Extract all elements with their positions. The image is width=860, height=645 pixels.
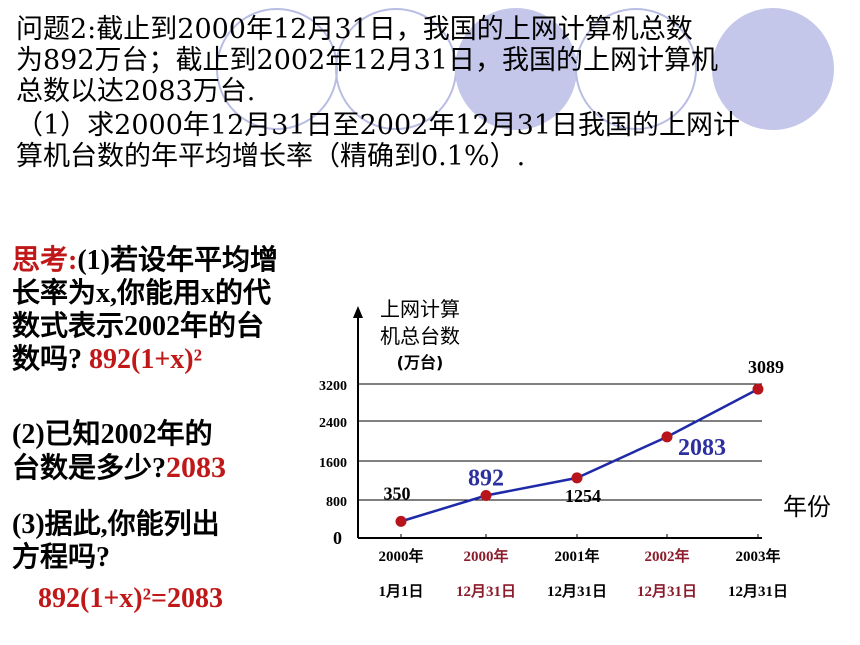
thinking-q3: (3)据此,你能列出 方程吗? 892(1+x)²=2083 (12, 508, 312, 615)
x-tick-label: 12月31日 (456, 583, 516, 600)
answer-expression: 892(1+x)² (89, 344, 203, 375)
question-line: （1）求2000年12月31日至2002年12月31日我国的上网计 (16, 110, 741, 141)
x-tick-label: 2001年 (554, 547, 599, 565)
decorative-circle (712, 8, 834, 130)
thinking-text: 台数是多少? (12, 453, 167, 484)
decorative-circle (575, 8, 697, 130)
thinking-text: (3)据此,你能列出 (12, 509, 220, 540)
x-tick-label: 2000年 (378, 547, 423, 565)
y-axis-arrow (353, 306, 363, 318)
x-tick-label: 2000年 (463, 547, 508, 565)
y-tick-label: 0 (333, 528, 342, 548)
y-axis-label: 上网计算 (380, 297, 460, 321)
thinking-text: (1)若设年平均增 (77, 245, 278, 276)
problem-line: 问题2:截止到2000年12月31日，我国的上网计算机总数 (16, 14, 693, 45)
problem-text: 问题2:截止到2000年12月31日，我国的上网计算机总数 为892万台；截止到… (16, 14, 846, 172)
y-axis-label: 机总台数 (380, 324, 460, 348)
data-label: 350 (384, 483, 411, 503)
data-label: 2083 (678, 435, 726, 461)
thinking-text: 长率为x,你能用x的代 (12, 278, 272, 309)
answer-value: 2083 (166, 451, 227, 484)
x-tick-label: 12月31日 (547, 583, 607, 600)
answer-equation: 892(1+x)²=2083 (38, 583, 223, 614)
y-tick-label: 1600 (319, 456, 347, 471)
data-point (752, 383, 764, 395)
y-tick-label: 3200 (319, 379, 347, 394)
thinking-text: (2)已知2002年的 (12, 419, 213, 450)
data-point (661, 431, 673, 443)
problem-line: 为892万台；截止到2002年12月31日，我国的上网计算机 (16, 45, 718, 76)
y-tick-label: 800 (326, 495, 347, 510)
thinking-q1: 思考:(1)若设年平均增 长率为x,你能用x的代 数式表示2002年的台 数吗?… (12, 244, 342, 376)
x-axis-label: 年份 (783, 493, 831, 521)
data-label: 3089 (748, 357, 784, 377)
thinking-q2: (2)已知2002年的 台数是多少?2083 (12, 418, 312, 485)
data-label: 892 (468, 466, 504, 492)
data-point (395, 515, 407, 527)
thinking-text: 数吗? (12, 344, 83, 375)
question-line: 算机台数的年平均增长率（精确到0.1%）. (16, 141, 526, 172)
x-tick-label: 12月31日 (637, 583, 697, 600)
x-tick-label: 12月31日 (728, 583, 788, 600)
y-axis-label: (万台) (397, 353, 444, 372)
thinking-label: 思考: (12, 245, 78, 276)
thinking-text: 方程吗? (12, 542, 111, 573)
data-point (480, 490, 492, 502)
y-tick-label: 2400 (319, 416, 347, 431)
x-tick-label: 2003年 (735, 547, 780, 565)
x-tick-label: 2002年 (644, 547, 689, 565)
thinking-text: 数式表示2002年的台 (12, 311, 265, 342)
x-tick-label: 1月1日 (378, 583, 423, 600)
data-label: 1254 (565, 486, 601, 506)
problem-line: 总数以达2083万台. (16, 76, 256, 107)
data-point (571, 472, 583, 484)
